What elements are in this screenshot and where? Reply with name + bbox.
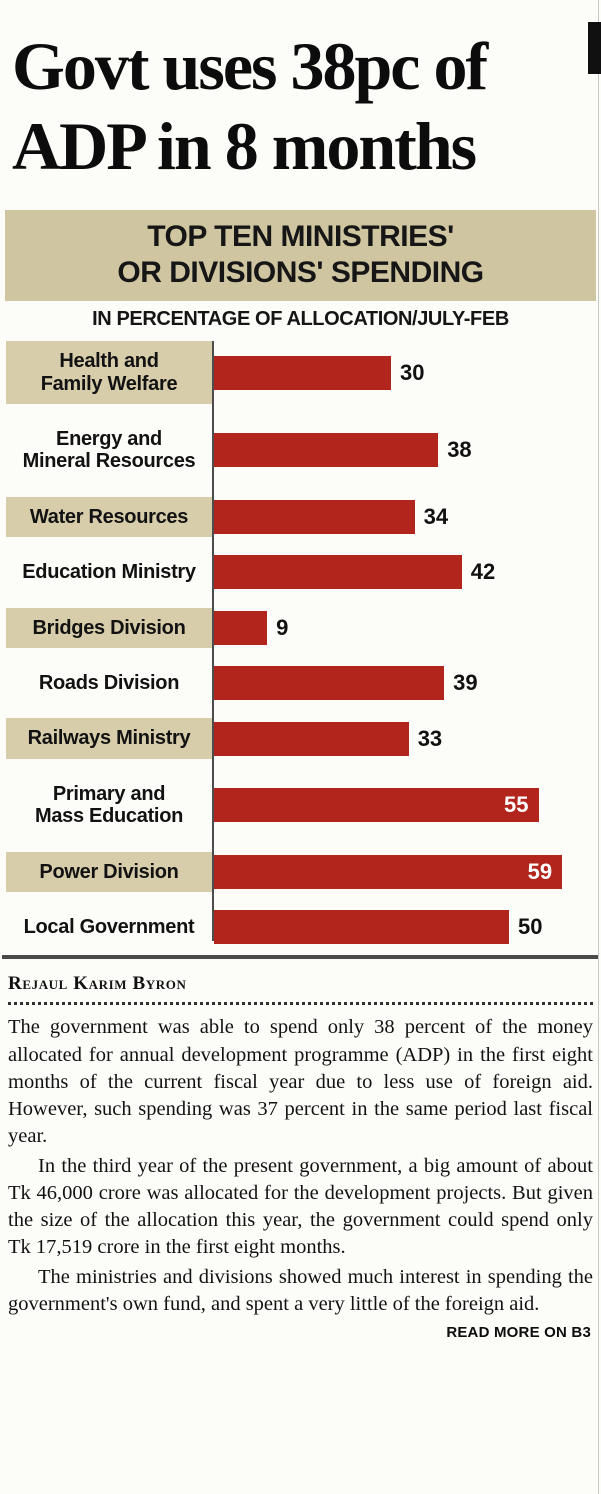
chart-row: Railways Ministry 33 <box>6 718 595 759</box>
chart-category-label: Roads Division <box>38 671 180 694</box>
byline: Rejaul Karim Byron <box>8 973 187 995</box>
chart-title-line1: TOP TEN MINISTRIES' <box>147 220 454 254</box>
chart-bar <box>214 910 509 945</box>
chart-row: Water Resources 34 <box>6 496 595 538</box>
chart-bar-track: 59 <box>212 854 595 889</box>
chart-row: Education Ministry 42 <box>6 552 595 592</box>
chart-value-label: 33 <box>417 725 443 751</box>
chart-category-label: Energy and Mineral Resources <box>22 428 196 473</box>
chart-row: Energy and Mineral Resources 38 <box>6 419 595 482</box>
chart-bar-track: 42 <box>212 555 595 590</box>
paragraph: In the third year of the present governm… <box>8 1154 593 1259</box>
chart-category-label: Railways Ministry <box>6 718 212 759</box>
chart-row: Local Government 50 <box>6 907 595 947</box>
chart-row: Primary and Mass Education 55 <box>6 774 595 837</box>
chart-category-label: Power Division <box>6 851 212 892</box>
paragraph: The government was able to spend only 38… <box>8 1016 593 1148</box>
chart-value-label: 55 <box>504 792 529 818</box>
chart-bar <box>214 721 409 756</box>
chart-value-label: 39 <box>453 670 478 696</box>
chart-value-label: 42 <box>470 559 496 585</box>
chart-row: Roads Division 39 <box>6 663 595 703</box>
chart-value-label: 30 <box>400 359 425 385</box>
chart-category-label: Water Resources <box>6 496 212 538</box>
chart-bar-track: 30 <box>212 355 595 390</box>
headline: Govt uses 38pc of ADP in 8 months <box>12 28 488 185</box>
chart-bar <box>214 433 439 468</box>
chart-bar: 59 <box>214 854 563 889</box>
chart-category-label: Education Ministry <box>22 561 196 584</box>
chart-value-label: 34 <box>423 504 449 529</box>
chart-bar-track: 50 <box>212 910 595 945</box>
chart-category-label: Local Government <box>23 915 195 938</box>
chart-bar <box>214 610 268 645</box>
chart-bar-track: 33 <box>212 721 595 756</box>
chart-value-label: 50 <box>518 914 543 940</box>
chart-subtitle: IN PERCENTAGE OF ALLOCATION/JULY-FEB <box>92 308 509 331</box>
page-edge-mark <box>588 22 601 74</box>
chart-bar <box>214 355 391 390</box>
chart-category-label: Primary and Mass Education <box>34 782 184 828</box>
paragraph: The ministries and divisions showed much… <box>8 1265 593 1315</box>
chart-value-label: 59 <box>527 858 553 884</box>
chart-row: Bridges Division 9 <box>6 607 595 648</box>
chart-category-label: Health and Family Welfare <box>6 341 212 405</box>
chart-rows: Health and Family Welfare 30 Energy and Mi… <box>6 341 595 947</box>
chart-bar-track: 34 <box>212 500 595 534</box>
chart-value-label: 9 <box>276 614 289 640</box>
chart-bar-track: 9 <box>212 610 595 645</box>
chart-axis-line <box>212 341 214 942</box>
chart-row: Power Division 59 <box>6 851 595 892</box>
chart-bar: 55 <box>214 788 539 823</box>
chart-bar-track: 39 <box>212 666 595 701</box>
chart-bar <box>214 666 445 701</box>
bar-chart: Health and Family Welfare 30 Energy and Mi… <box>6 341 595 947</box>
dotted-separator <box>8 1002 593 1006</box>
chart-bar <box>214 500 415 534</box>
chart-bar-track: 55 <box>212 788 595 823</box>
read-more: READ MORE ON B3 <box>446 1324 591 1342</box>
column-rule <box>598 0 599 1494</box>
chart-row: Health and Family Welfare 30 <box>6 341 595 405</box>
article-body: The government was able to spend only 38… <box>8 1014 593 1318</box>
chart-bar <box>214 555 462 590</box>
chart-category-label: Bridges Division <box>6 607 212 648</box>
chart-bottom-rule <box>2 955 599 960</box>
chart-value-label: 38 <box>447 437 472 463</box>
chart-title-line2: OR DIVISIONS' SPENDING <box>117 255 484 289</box>
chart-title-band: TOP TEN MINISTRIES' OR DIVISIONS' SPENDI… <box>5 210 596 302</box>
chart-bar-track: 38 <box>212 433 595 468</box>
